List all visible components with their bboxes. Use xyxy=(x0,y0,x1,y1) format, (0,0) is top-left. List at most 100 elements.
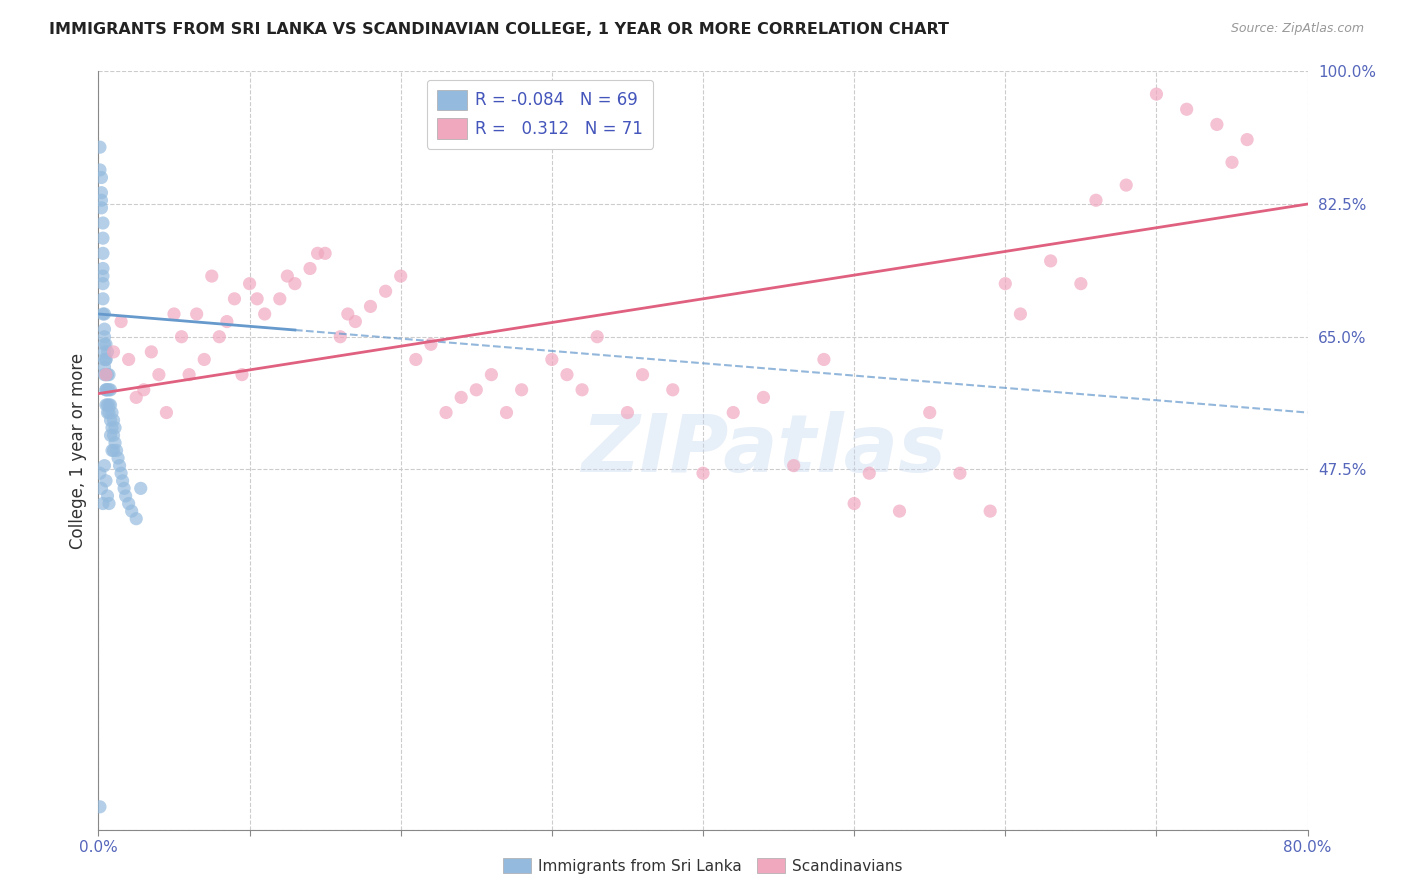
Point xyxy=(246,292,269,306)
Point xyxy=(586,330,609,344)
Point xyxy=(1039,253,1062,268)
Point xyxy=(495,405,517,420)
Point xyxy=(616,405,638,420)
Point xyxy=(170,330,193,344)
Point xyxy=(276,269,298,284)
Point xyxy=(224,292,246,306)
Text: Source: ZipAtlas.com: Source: ZipAtlas.com xyxy=(1230,22,1364,36)
Point xyxy=(844,496,866,510)
Point xyxy=(858,467,880,481)
Point xyxy=(98,405,121,420)
Point xyxy=(100,383,122,397)
Point xyxy=(94,337,117,351)
Point xyxy=(104,436,127,450)
Point xyxy=(118,496,141,510)
Point xyxy=(108,458,131,473)
Point xyxy=(269,292,291,306)
Point xyxy=(94,398,117,412)
Point xyxy=(93,344,115,359)
Point xyxy=(94,368,117,382)
Point xyxy=(91,216,114,230)
Point xyxy=(374,285,396,299)
Point xyxy=(1206,117,1229,131)
Point xyxy=(96,398,118,412)
Point xyxy=(125,391,148,405)
Point xyxy=(90,194,112,208)
Point xyxy=(344,314,367,328)
Legend: R = -0.084   N = 69, R =   0.312   N = 71: R = -0.084 N = 69, R = 0.312 N = 71 xyxy=(426,79,652,149)
Point xyxy=(723,405,745,420)
Point xyxy=(129,482,152,496)
Point xyxy=(101,421,124,435)
Point xyxy=(918,405,941,420)
Point xyxy=(239,277,262,291)
Point xyxy=(111,474,134,488)
Point xyxy=(93,307,115,321)
Point xyxy=(103,344,125,359)
Point xyxy=(1144,87,1167,102)
Point xyxy=(450,391,472,405)
Point xyxy=(661,383,683,397)
Point xyxy=(329,330,352,344)
Point xyxy=(98,398,121,412)
Point xyxy=(98,368,121,382)
Point xyxy=(100,413,122,427)
Legend: Immigrants from Sri Lanka, Scandinavians: Immigrants from Sri Lanka, Scandinavians xyxy=(496,852,910,880)
Point xyxy=(94,383,117,397)
Point xyxy=(405,352,427,367)
Point xyxy=(420,337,443,351)
Point xyxy=(1085,194,1108,208)
Point xyxy=(299,261,322,276)
Point xyxy=(360,300,382,314)
Point xyxy=(1010,307,1032,321)
Point xyxy=(93,458,115,473)
Point xyxy=(93,322,115,336)
Point xyxy=(1175,103,1198,117)
Point xyxy=(96,383,118,397)
Point xyxy=(90,482,112,496)
Point xyxy=(813,352,835,367)
Point xyxy=(163,307,186,321)
Point xyxy=(91,246,114,260)
Point xyxy=(752,391,775,405)
Point xyxy=(94,352,117,367)
Point xyxy=(96,405,118,420)
Point xyxy=(93,330,115,344)
Point xyxy=(389,269,412,284)
Point xyxy=(284,277,307,291)
Point xyxy=(1115,178,1137,193)
Point xyxy=(118,352,141,367)
Point xyxy=(98,496,121,510)
Point xyxy=(125,512,148,526)
Point xyxy=(100,398,122,412)
Point xyxy=(94,368,117,382)
Y-axis label: College, 1 year or more: College, 1 year or more xyxy=(69,352,87,549)
Point xyxy=(98,383,121,397)
Point xyxy=(510,383,533,397)
Point xyxy=(91,307,114,321)
Point xyxy=(481,368,503,382)
Point xyxy=(1070,277,1092,291)
Point xyxy=(93,359,115,375)
Point xyxy=(91,277,114,291)
Point xyxy=(90,170,112,185)
Point xyxy=(94,474,117,488)
Point xyxy=(1236,132,1258,146)
Point xyxy=(91,261,114,276)
Point xyxy=(783,458,806,473)
Point xyxy=(101,443,124,458)
Point xyxy=(89,800,111,814)
Point xyxy=(132,383,155,397)
Point xyxy=(107,451,129,466)
Point xyxy=(89,467,111,481)
Point xyxy=(103,413,125,427)
Point xyxy=(465,383,488,397)
Point xyxy=(555,368,578,382)
Point xyxy=(121,504,143,518)
Point xyxy=(103,428,125,442)
Point xyxy=(540,352,562,367)
Point xyxy=(89,163,111,178)
Point xyxy=(193,352,215,367)
Point xyxy=(103,443,125,458)
Point xyxy=(215,314,238,328)
